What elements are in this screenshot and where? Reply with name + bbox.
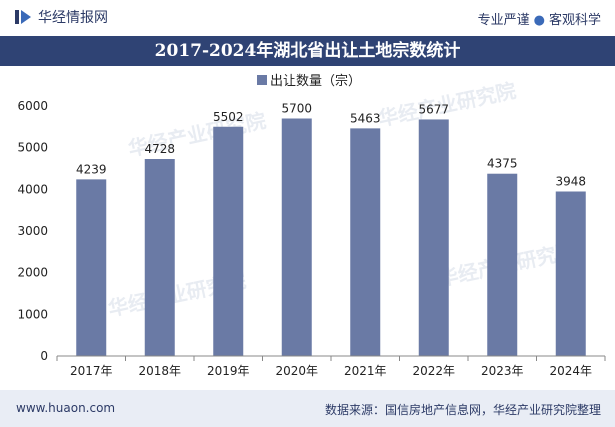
chart-title: 2017-2024年湖北省出让土地宗数统计 [0,36,615,66]
y-tick-label-2: 2000 [17,266,48,280]
brand[interactable]: 华经情报网 [14,7,108,27]
x-tick-label-4: 2021年 [344,364,387,378]
x-tick-label-0: 2017年 [70,364,113,378]
slogan-right: 客观科学 [548,13,601,28]
bar-4 [350,128,381,356]
x-tick-label-3: 2020年 [275,364,318,378]
data-label-1: 4728 [144,142,175,156]
slogan-left: 专业严谨 [477,13,530,28]
x-tick-label-7: 2024年 [549,364,592,378]
data-label-6: 4375 [487,157,518,171]
separator-dot-icon: ● [533,13,545,28]
y-tick-label-3: 3000 [17,224,48,238]
bar-3 [281,118,312,356]
data-label-7: 3948 [555,175,586,189]
bar-6 [487,173,518,356]
footer: www.huaon.com 数据来源：国信房地产信息网，华经产业研究院整理 [0,390,615,427]
brand-logo-icon [15,10,31,24]
bar-5 [418,119,449,356]
bar-2 [213,126,244,356]
data-label-4: 5463 [350,111,381,125]
y-tick-label-4: 4000 [17,182,48,196]
data-label-5: 5677 [418,102,449,116]
bar-0 [76,179,107,356]
data-label-0: 4239 [76,162,107,176]
x-tick-label-5: 2022年 [412,364,455,378]
y-axis: 0 1000 2000 3000 4000 5000 6000 [17,99,48,363]
x-tick-label-2: 2019年 [207,364,250,378]
y-tick-label-5: 5000 [17,141,48,155]
legend-swatch [257,75,267,85]
y-tick-label-0: 0 [40,349,48,363]
data-label-3: 5700 [281,102,312,116]
y-tick-label-1: 1000 [17,307,48,321]
top-bar: 华经情报网 专业严谨 ● 客观科学 [0,0,615,36]
y-tick-label-6: 6000 [17,99,48,113]
bars: 4239 4728 5502 5700 5463 5677 4375 3948 [76,102,586,356]
x-tick-label-1: 2018年 [138,364,181,378]
data-label-2: 5502 [213,110,244,124]
website-link[interactable]: www.huaon.com [16,401,116,415]
bar-1 [144,159,175,356]
x-axis: 2017年 2018年 2019年 2020年 2021年 2022年 2023年 2024年 [56,355,606,378]
data-source: 数据来源：国信房地产信息网，华经产业研究院整理 [324,403,601,417]
x-tick-label-6: 2023年 [481,364,524,378]
legend-label: 出让数量（宗） [270,73,361,89]
brand-name: 华经情报网 [38,10,108,26]
slogan: 专业严谨 ● 客观科学 [478,9,601,28]
bar-chart: 华经产业研究院华经产业研究院华经产业研究院华经产业研究院 出让数量（宗） 010… [17,73,606,378]
bar-7 [555,191,586,356]
legend: 出让数量（宗） [257,73,361,89]
